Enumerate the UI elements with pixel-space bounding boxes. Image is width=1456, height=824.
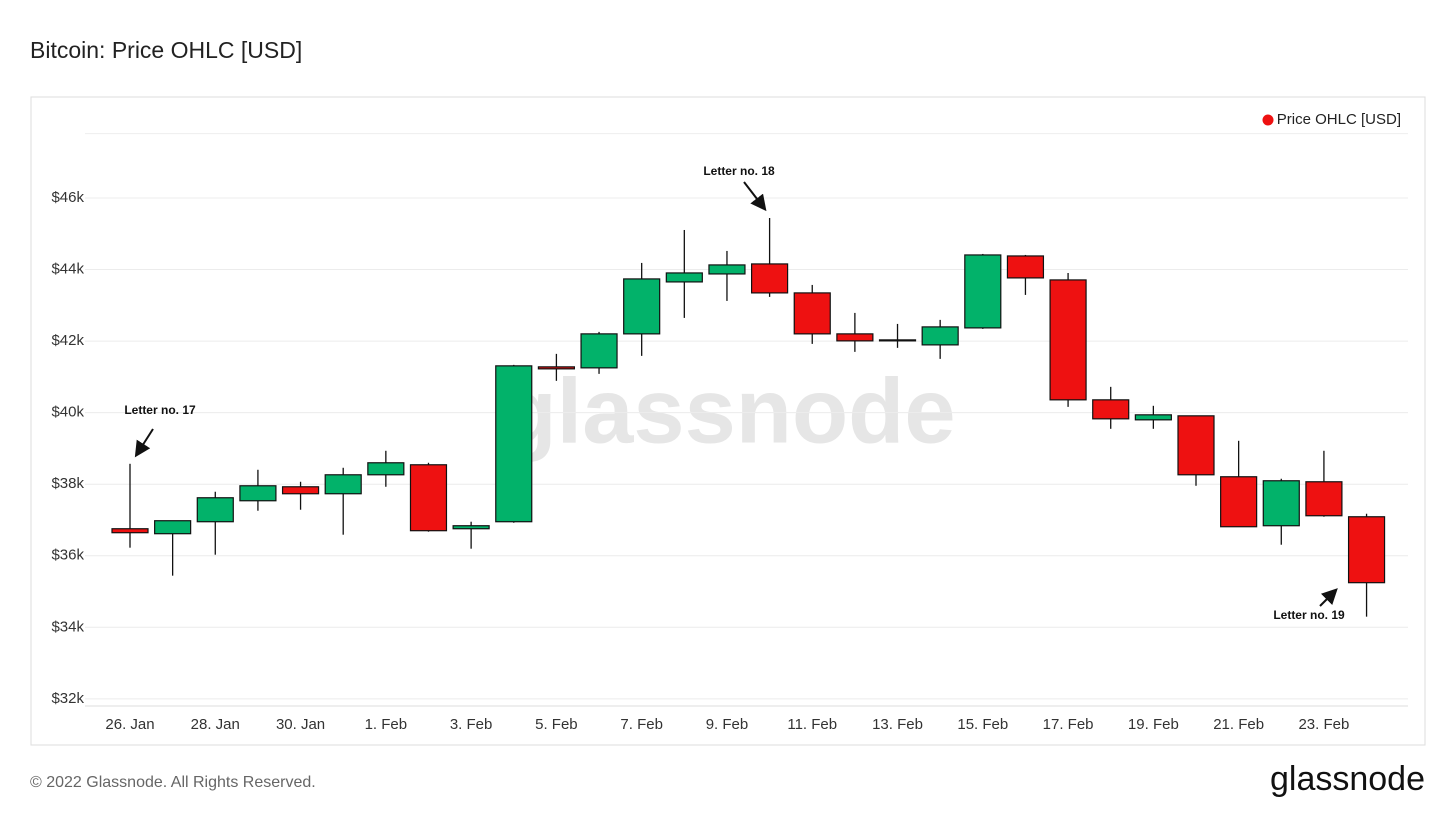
candle-body (324, 474, 362, 495)
candle-body (111, 528, 149, 534)
candle-body (1177, 415, 1215, 476)
annotation: Letter no. 17 (124, 403, 196, 417)
candle-body (793, 292, 831, 335)
y-tick-label: $32k (51, 690, 84, 707)
x-tick-label: 17. Feb (1043, 716, 1094, 733)
y-tick-label: $36k (51, 547, 84, 564)
candle-body (921, 326, 959, 346)
y-tick-label: $42k (51, 332, 84, 349)
x-tick-label: 28. Jan (191, 716, 240, 733)
legend-label: Price OHLC [USD] (1277, 111, 1401, 128)
y-tick-label: $40k (51, 404, 84, 421)
annotation: Letter no. 18 (703, 164, 775, 178)
annotation: Letter no. 19 (1273, 608, 1345, 622)
copyright: © 2022 Glassnode. All Rights Reserved. (30, 774, 316, 791)
candle-body (708, 264, 746, 275)
annotation-arrow (1319, 588, 1338, 607)
candle-body (281, 486, 320, 495)
y-tick-label: $46k (51, 189, 84, 206)
x-tick-label: 15. Feb (957, 716, 1008, 733)
chart-frame (30, 96, 1426, 746)
x-tick-label: 19. Feb (1128, 716, 1179, 733)
x-tick-label: 13. Feb (872, 716, 923, 733)
y-tick-label: $44k (51, 261, 84, 278)
candle-body (1347, 516, 1386, 584)
annotation-arrow (743, 181, 767, 212)
candle-body (836, 333, 874, 342)
logo: glassnode (1270, 760, 1425, 798)
candle-body (1305, 481, 1343, 517)
watermark: glassnode (500, 360, 955, 462)
x-tick-label: 23. Feb (1298, 716, 1349, 733)
candle-body (239, 485, 277, 502)
candle-body (537, 366, 576, 370)
candle-body (878, 339, 917, 342)
candle-body (409, 464, 448, 532)
x-tick-label: 11. Feb (787, 716, 837, 733)
candle-body (495, 365, 533, 523)
legend-marker (1262, 114, 1274, 126)
y-tick-label: $38k (51, 475, 84, 492)
candle-body (665, 272, 703, 283)
y-tick-label: $34k (51, 618, 84, 635)
annotation-arrow (134, 428, 154, 458)
x-tick-label: 26. Jan (105, 716, 154, 733)
candle-body (623, 278, 661, 335)
candle-body (1006, 255, 1045, 279)
candle-body (1092, 399, 1130, 420)
candle-body (196, 497, 234, 523)
x-tick-label: 9. Feb (706, 716, 749, 733)
candle-body (1134, 414, 1172, 421)
x-tick-label: 1. Feb (365, 716, 408, 733)
chart-title: Bitcoin: Price OHLC [USD] (30, 37, 302, 63)
x-tick-label: 3. Feb (450, 716, 493, 733)
x-tick-label: 5. Feb (535, 716, 578, 733)
candle-body (367, 462, 405, 476)
candle-body (452, 525, 490, 530)
candle-body (750, 263, 789, 294)
x-tick-label: 30. Jan (276, 716, 325, 733)
x-tick-label: 21. Feb (1213, 716, 1264, 733)
candle-body (1262, 480, 1300, 527)
candle-body (1049, 279, 1087, 401)
x-tick-label: 7. Feb (620, 716, 663, 733)
candle-body (964, 254, 1002, 329)
candle-body (154, 520, 192, 535)
candle-body (1220, 476, 1258, 528)
candle-body (580, 333, 618, 369)
